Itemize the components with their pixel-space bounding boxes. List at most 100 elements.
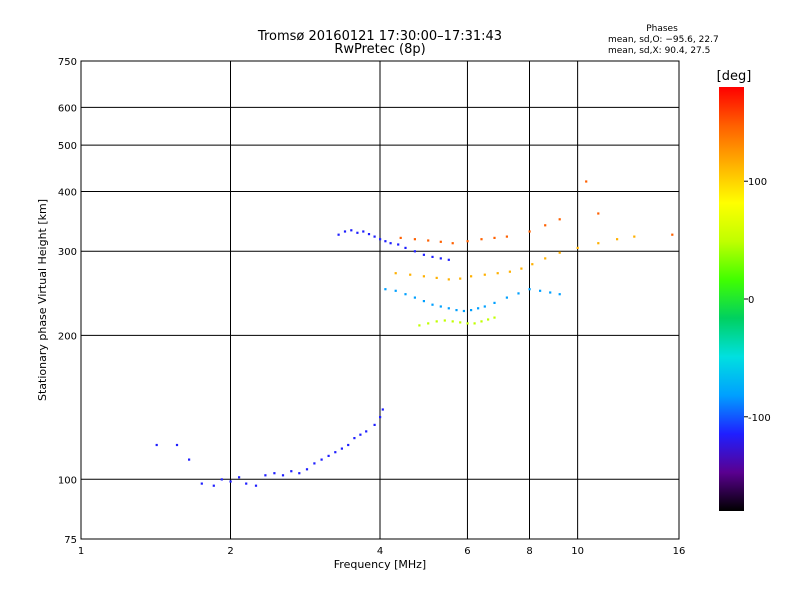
data-point-14 — [298, 472, 301, 475]
y-tick-label-0: 75 — [64, 535, 77, 546]
data-point-106 — [585, 180, 588, 183]
data-point-100 — [480, 238, 483, 241]
data-point-82 — [470, 275, 473, 278]
data-point-76 — [394, 272, 397, 275]
x-axis-label: Frequency [MHz] — [334, 558, 426, 571]
data-point-71 — [466, 322, 469, 325]
data-point-66 — [427, 322, 430, 325]
y-tick-label-2: 200 — [58, 331, 77, 342]
colorbar-gradient — [719, 87, 744, 511]
colorbar-label: [deg] — [717, 69, 752, 84]
phases-line-o: mean, sd,O: −95.6, 22.7 — [608, 35, 719, 45]
data-points — [155, 180, 674, 487]
data-point-45 — [384, 288, 387, 291]
colorbar-tick-label-2: -100 — [748, 413, 771, 424]
data-point-73 — [480, 320, 483, 323]
data-point-22 — [353, 437, 356, 440]
data-point-77 — [409, 273, 412, 276]
data-point-29 — [343, 230, 347, 233]
data-point-10 — [264, 474, 267, 477]
data-point-81 — [459, 277, 462, 280]
data-point-47 — [404, 293, 407, 296]
data-point-98 — [451, 242, 454, 245]
data-point-24 — [365, 430, 368, 433]
colorbar: [deg] 100 0 -100 — [717, 69, 771, 511]
x-tick-label-6: 16 — [673, 546, 686, 557]
x-tick-label-1: 2 — [227, 546, 233, 557]
data-point-38 — [397, 243, 400, 246]
data-point-35 — [379, 238, 382, 241]
data-point-13 — [290, 470, 293, 473]
data-point-4 — [212, 484, 215, 487]
data-point-12 — [281, 474, 285, 477]
data-point-15 — [305, 468, 309, 471]
data-point-59 — [505, 296, 508, 299]
data-point-102 — [505, 235, 508, 238]
data-point-6 — [229, 480, 232, 483]
data-point-64 — [558, 293, 561, 296]
data-point-70 — [459, 321, 462, 324]
data-point-27 — [381, 408, 384, 411]
data-point-72 — [473, 322, 476, 325]
data-point-37 — [389, 242, 392, 245]
data-point-20 — [340, 447, 343, 450]
data-point-89 — [558, 251, 561, 254]
data-point-1 — [175, 443, 179, 447]
data-point-2 — [188, 458, 191, 461]
data-point-95 — [413, 238, 416, 241]
data-point-48 — [413, 296, 416, 299]
data-point-49 — [422, 300, 425, 303]
data-point-50 — [431, 303, 434, 306]
x-tick-label-0: 1 — [78, 546, 84, 557]
data-point-36 — [384, 240, 387, 243]
data-point-108 — [671, 233, 674, 236]
data-point-79 — [435, 276, 438, 279]
data-point-51 — [439, 305, 442, 308]
x-tick-label-5: 10 — [571, 546, 584, 557]
y-tick-label-1: 100 — [58, 475, 77, 486]
data-point-21 — [347, 443, 350, 447]
data-point-57 — [483, 305, 486, 308]
data-point-67 — [435, 320, 438, 323]
colorbar-ticks: 100 0 -100 — [744, 177, 771, 424]
x-tick-label-3: 6 — [464, 546, 470, 557]
data-point-16 — [313, 462, 316, 465]
data-point-74 — [487, 318, 490, 321]
data-point-18 — [327, 454, 330, 457]
data-point-54 — [462, 309, 465, 313]
colorbar-tick-label-1: 0 — [748, 295, 754, 306]
data-point-42 — [431, 255, 434, 258]
data-point-7 — [238, 476, 241, 479]
data-point-92 — [616, 238, 619, 241]
chart-title-line2: RwPretec (8p) — [334, 42, 425, 57]
chart-title-line1: Tromsø 20160121 17:30:00–17:31:43 — [257, 29, 502, 44]
plot-area: 1 2 4 6 8 10 16 75 100 200 300 400 500 600 750 — [58, 57, 685, 557]
data-point-11 — [273, 472, 276, 475]
data-point-33 — [367, 233, 371, 236]
data-point-41 — [422, 253, 425, 256]
data-point-26 — [379, 416, 382, 419]
data-point-52 — [447, 307, 450, 310]
data-point-88 — [544, 257, 547, 260]
data-point-3 — [200, 482, 203, 485]
data-point-90 — [576, 246, 579, 249]
data-point-87 — [531, 263, 534, 266]
data-point-17 — [320, 458, 323, 461]
data-point-25 — [373, 423, 376, 426]
data-point-0 — [155, 443, 158, 447]
data-point-32 — [362, 230, 365, 233]
data-point-28 — [337, 233, 340, 236]
data-point-86 — [520, 267, 523, 270]
y-tick-label-3: 300 — [58, 247, 77, 258]
data-point-65 — [418, 324, 421, 327]
data-point-94 — [399, 236, 402, 239]
data-point-53 — [455, 309, 458, 312]
y-tick-label-7: 750 — [58, 57, 77, 68]
y-tick-label-5: 500 — [58, 141, 77, 152]
data-point-69 — [451, 320, 454, 323]
data-point-39 — [404, 246, 407, 249]
phases-heading: Phases — [646, 24, 678, 34]
data-point-101 — [493, 236, 496, 239]
data-point-68 — [443, 319, 446, 322]
data-point-105 — [558, 218, 561, 221]
